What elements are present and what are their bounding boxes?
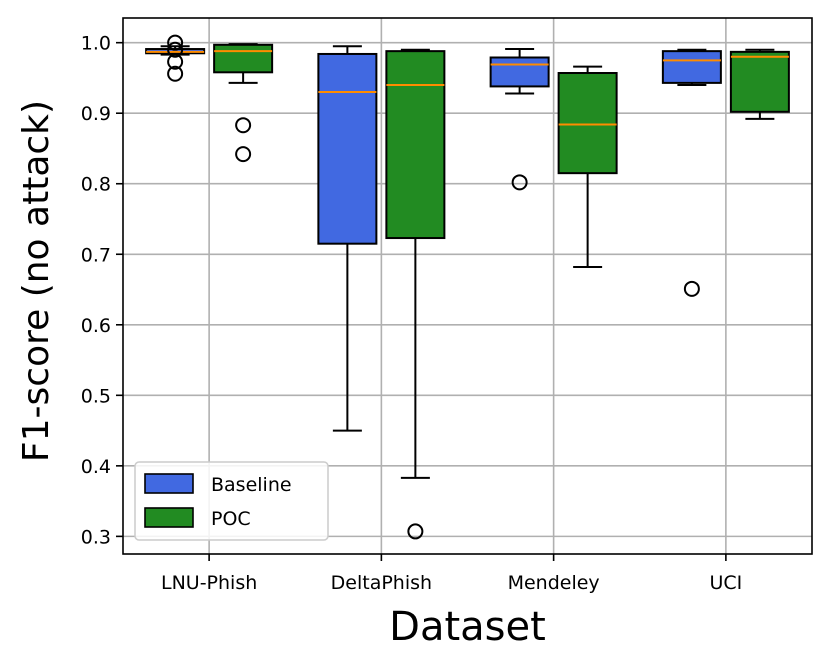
y-tick-label: 0.6 [81,315,111,337]
y-tick-label: 0.8 [81,174,111,196]
box-poc-deltaphish [385,48,446,540]
legend: Baseline POC [134,461,329,541]
y-axis: 0.3 0.4 0.5 0.6 0.7 0.8 0.9 1.0 [81,33,123,548]
box-baseline-mendeley [489,48,550,191]
box-baseline-lnu-phish [145,34,206,82]
y-tick-label: 0.7 [81,244,111,266]
box-poc-lnu-phish [213,43,274,163]
box-body [317,52,378,245]
x-tick-label: DeltaPhish [331,572,432,594]
y-tick-label: 0.9 [81,103,111,125]
box-baseline-uci [661,48,722,297]
outlier-point [167,53,184,70]
outlier-point [511,174,528,191]
outlier-point [683,280,700,297]
y-tick-label: 1.0 [81,33,111,55]
legend-swatch-baseline [144,473,194,494]
legend-swatch-poc [144,507,194,528]
outlier-point [167,34,184,51]
box-body [661,50,722,84]
y-tick-label: 0.5 [81,385,111,407]
outlier-point [407,523,424,540]
box-body [213,43,274,74]
box-series [145,34,790,540]
legend-label-baseline: Baseline [211,474,292,496]
box-body [385,50,446,240]
y-tick-label: 0.3 [81,526,111,548]
x-tick-label: Mendeley [508,572,600,594]
box-body [489,56,550,88]
box-body [557,72,618,175]
x-axis: LNU-Phish DeltaPhish Mendeley UCI [161,554,742,594]
outlier-point [167,65,184,82]
box-poc-uci [729,48,790,120]
legend-label-poc: POC [211,508,251,530]
outlier-point [235,117,252,134]
y-axis-title: F1-score (no attack) [16,100,57,462]
plot-frame [122,17,813,555]
box-baseline-deltaphish [317,45,378,432]
box-body [729,50,790,113]
x-tick-label: UCI [709,572,742,594]
y-tick-label: 0.4 [81,456,111,478]
outlier-point [235,146,252,163]
outlier-point [167,41,184,58]
x-axis-title: Dataset [389,604,546,650]
box-poc-mendeley [557,65,618,268]
x-tick-label: LNU-Phish [161,572,257,594]
